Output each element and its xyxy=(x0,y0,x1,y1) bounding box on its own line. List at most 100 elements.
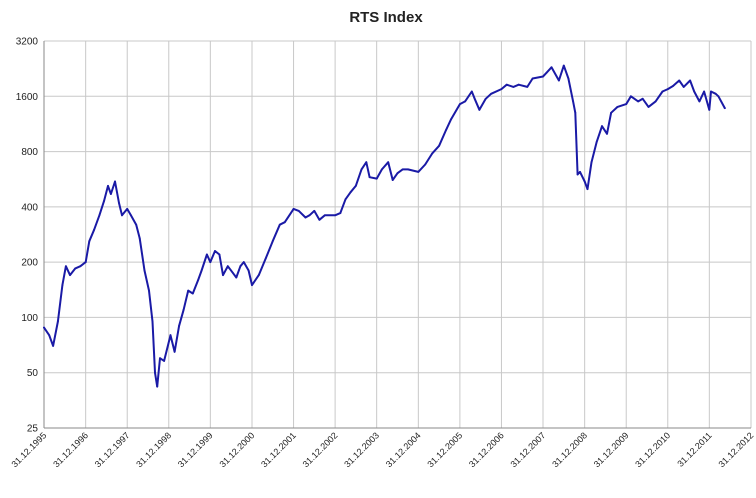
data-point xyxy=(723,107,726,109)
data-point xyxy=(297,210,300,212)
data-point xyxy=(689,79,691,82)
data-point xyxy=(121,214,123,217)
data-point xyxy=(637,100,640,103)
data-point xyxy=(218,253,221,256)
data-point xyxy=(88,240,91,243)
data-point xyxy=(625,103,628,105)
data-point xyxy=(365,161,368,164)
data-point xyxy=(251,284,253,286)
x-tick-label: 31.12.2009 xyxy=(592,430,631,469)
x-tick-label: 31.12.2008 xyxy=(550,430,589,469)
data-point xyxy=(349,191,352,194)
data-point xyxy=(334,214,336,217)
data-point xyxy=(48,334,51,337)
data-point xyxy=(93,228,95,231)
data-point xyxy=(531,77,534,80)
data-point xyxy=(714,92,717,95)
data-point xyxy=(222,274,224,276)
data-point xyxy=(209,261,212,263)
data-point xyxy=(558,79,560,82)
data-point xyxy=(154,371,156,374)
data-point xyxy=(173,350,176,353)
data-point xyxy=(257,274,260,276)
data-point xyxy=(84,261,87,263)
y-tick-label: 100 xyxy=(21,313,38,324)
data-point xyxy=(239,265,242,268)
data-point xyxy=(490,92,492,95)
y-tick-label: 1600 xyxy=(16,92,39,103)
data-point xyxy=(292,208,295,210)
data-point xyxy=(445,129,447,131)
data-point xyxy=(143,269,146,272)
data-point xyxy=(65,265,67,268)
data-point xyxy=(118,202,120,204)
rts-index-series-line xyxy=(43,64,726,388)
data-point xyxy=(278,223,281,226)
data-point xyxy=(542,75,544,78)
x-tick-label: 31.12.2012 xyxy=(716,430,755,469)
x-tick-label: 31.12.1998 xyxy=(134,430,173,469)
data-point xyxy=(159,357,161,360)
data-point xyxy=(459,103,461,105)
data-point xyxy=(235,276,238,279)
x-tick-label: 31.12.2004 xyxy=(384,430,423,469)
x-tick-label: 31.12.2005 xyxy=(425,430,464,469)
x-tick-label: 31.12.1995 xyxy=(9,430,48,469)
data-point xyxy=(505,83,508,86)
data-point xyxy=(242,261,245,263)
data-point xyxy=(630,95,632,98)
data-point xyxy=(43,326,45,329)
data-point xyxy=(606,132,608,135)
data-point xyxy=(135,223,138,226)
data-point xyxy=(545,71,548,74)
y-tick-label: 50 xyxy=(27,368,39,379)
data-point xyxy=(647,106,650,108)
data-point xyxy=(339,212,342,215)
data-point xyxy=(313,210,316,212)
data-point xyxy=(616,106,619,108)
y-tick-label: 800 xyxy=(21,147,38,158)
data-point xyxy=(79,265,82,268)
data-point xyxy=(473,97,476,100)
data-point xyxy=(572,100,574,103)
data-point xyxy=(206,253,208,256)
data-point xyxy=(354,185,357,187)
data-point xyxy=(610,111,612,114)
data-point xyxy=(431,152,433,155)
x-tick-label: 31.12.2002 xyxy=(301,430,340,469)
data-point xyxy=(500,88,503,90)
x-tick-label: 31.12.2011 xyxy=(675,430,713,468)
data-point xyxy=(264,257,267,260)
data-point xyxy=(148,289,150,292)
data-point xyxy=(197,279,200,281)
data-point xyxy=(226,265,229,268)
data-point xyxy=(391,179,394,181)
x-tick-label: 31.12.2010 xyxy=(633,430,672,469)
data-point xyxy=(375,177,378,180)
data-point xyxy=(710,90,712,93)
data-point xyxy=(576,173,579,176)
data-point xyxy=(323,214,326,217)
data-point xyxy=(682,86,685,88)
data-point xyxy=(583,180,586,183)
x-tick-label: 31.12.2000 xyxy=(217,430,256,469)
data-point xyxy=(387,161,390,164)
data-point xyxy=(562,64,565,67)
data-point xyxy=(526,86,529,88)
data-point xyxy=(517,83,520,86)
data-point xyxy=(69,274,71,276)
data-point xyxy=(574,111,577,114)
data-point xyxy=(579,171,581,173)
data-point xyxy=(672,85,674,87)
data-point xyxy=(438,144,440,147)
data-point xyxy=(138,237,141,240)
data-point xyxy=(163,360,166,362)
data-point xyxy=(231,271,234,274)
data-point xyxy=(424,163,427,166)
data-point xyxy=(182,308,185,311)
chart-title: RTS Index xyxy=(349,9,423,26)
x-tick-label: 31.12.2006 xyxy=(467,430,506,469)
data-point xyxy=(484,97,487,100)
